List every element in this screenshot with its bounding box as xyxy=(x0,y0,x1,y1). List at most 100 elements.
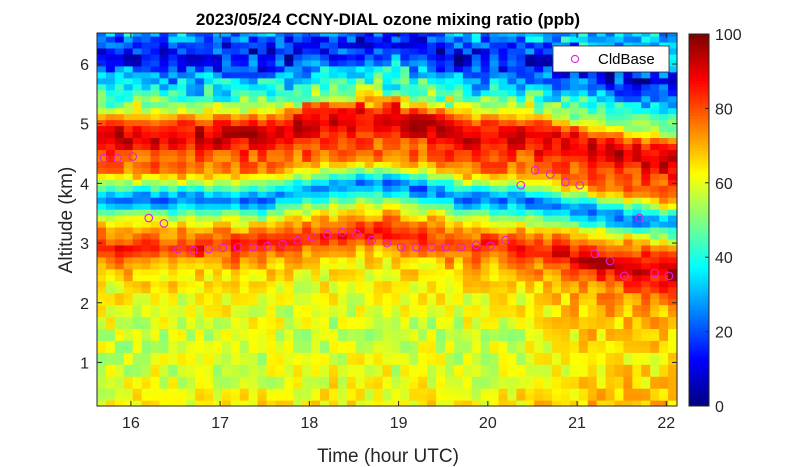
heatmap-cell xyxy=(569,191,580,198)
heatmap-cell xyxy=(418,394,428,401)
heatmap-cell xyxy=(248,215,259,222)
heatmap-cell xyxy=(650,209,660,216)
colorbar-swatch xyxy=(689,141,709,145)
heatmap-cell xyxy=(320,53,330,61)
heatmap-cell xyxy=(213,298,223,306)
colorbar-tick-label: 0 xyxy=(715,399,724,416)
heatmap-cell xyxy=(114,370,125,377)
heatmap-cell xyxy=(632,137,642,145)
cloud-base-marker xyxy=(233,242,243,252)
heatmap-cell xyxy=(132,400,143,407)
colorbar-swatch xyxy=(689,57,709,61)
heatmap-cell xyxy=(132,280,143,288)
heatmap-cell xyxy=(239,113,250,121)
heatmap-cell xyxy=(195,262,205,270)
heatmap-cell xyxy=(596,370,607,377)
heatmap-cell xyxy=(97,47,107,55)
heatmap-cell xyxy=(489,107,500,115)
heatmap-cell xyxy=(543,71,553,79)
heatmap-cell xyxy=(329,364,339,371)
heatmap-cell xyxy=(177,400,187,407)
heatmap-cell xyxy=(150,394,161,401)
heatmap-cell xyxy=(418,388,428,395)
heatmap-cell xyxy=(614,131,625,139)
heatmap-cell xyxy=(534,256,544,264)
heatmap-cell xyxy=(159,89,169,97)
heatmap-cell xyxy=(418,328,428,335)
heatmap-cell xyxy=(614,35,625,43)
heatmap-cell xyxy=(275,292,285,300)
heatmap-cell xyxy=(284,59,294,67)
heatmap-cell xyxy=(230,173,241,180)
heatmap-cell xyxy=(97,33,107,37)
heatmap-cell xyxy=(311,298,321,306)
heatmap-cell xyxy=(418,400,428,407)
heatmap-cell xyxy=(257,316,268,324)
heatmap-cell xyxy=(346,262,357,270)
heatmap-cell xyxy=(605,155,616,162)
heatmap-cell xyxy=(659,173,669,180)
heatmap-cell xyxy=(329,304,339,312)
heatmap-cell xyxy=(382,268,393,276)
heatmap-cell xyxy=(578,161,589,168)
heatmap-cell xyxy=(346,113,357,121)
heatmap-cell xyxy=(552,250,562,258)
heatmap-cell xyxy=(632,304,642,312)
heatmap-cell xyxy=(650,119,660,127)
heatmap-cell xyxy=(382,292,393,300)
heatmap-cell xyxy=(195,209,205,216)
heatmap-cell xyxy=(641,304,651,312)
heatmap-cell xyxy=(302,358,312,365)
heatmap-cell xyxy=(605,370,616,377)
heatmap-cell xyxy=(498,346,509,353)
heatmap-cell xyxy=(105,280,116,288)
heatmap-cell xyxy=(213,113,223,121)
heatmap-cell xyxy=(168,41,178,49)
heatmap-cell xyxy=(337,376,348,383)
heatmap-cell xyxy=(552,298,562,306)
heatmap-cell xyxy=(355,352,366,359)
heatmap-cell xyxy=(168,167,178,174)
heatmap-cell xyxy=(275,244,285,252)
heatmap-cell xyxy=(507,197,517,204)
heatmap-cell xyxy=(132,173,143,180)
heatmap-cell xyxy=(346,83,357,91)
heatmap-cell xyxy=(427,274,437,282)
heatmap-cell xyxy=(605,394,616,401)
heatmap-cell xyxy=(605,304,616,312)
heatmap-cell xyxy=(507,53,517,61)
heatmap-cell xyxy=(114,167,125,174)
heatmap-cell xyxy=(569,376,580,383)
heatmap-cell xyxy=(534,328,544,335)
heatmap-cell xyxy=(311,382,321,389)
heatmap-cell xyxy=(382,47,393,55)
heatmap-cell xyxy=(614,113,625,121)
heatmap-cell xyxy=(373,161,384,168)
heatmap-cell xyxy=(543,215,553,222)
heatmap-cell xyxy=(382,161,393,168)
heatmap-cell xyxy=(382,125,393,133)
heatmap-cell xyxy=(427,340,437,347)
heatmap-cell xyxy=(132,59,143,67)
heatmap-cell xyxy=(373,382,384,389)
heatmap-cell xyxy=(507,364,517,371)
heatmap-cell xyxy=(150,280,161,288)
heatmap-cell xyxy=(337,113,348,121)
heatmap-cell xyxy=(355,310,366,318)
heatmap-cell xyxy=(105,286,116,294)
heatmap-cell xyxy=(623,131,633,139)
heatmap-cell xyxy=(266,304,277,312)
heatmap-cell xyxy=(400,352,410,359)
heatmap-cell xyxy=(186,155,196,162)
heatmap-cell xyxy=(284,131,294,139)
heatmap-cell xyxy=(168,316,178,324)
heatmap-cell xyxy=(239,262,250,270)
heatmap-cell xyxy=(516,191,526,198)
heatmap-cell xyxy=(141,71,152,79)
heatmap-cell xyxy=(409,209,419,216)
heatmap-cell xyxy=(498,95,509,103)
heatmap-cell xyxy=(150,185,161,192)
heatmap-cell xyxy=(105,376,116,383)
heatmap-cell xyxy=(436,53,446,61)
heatmap-cell xyxy=(525,41,535,49)
